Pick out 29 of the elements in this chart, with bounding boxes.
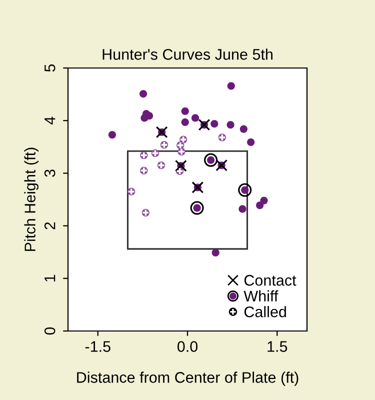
y-tick-label: 2 <box>44 222 56 230</box>
point <box>247 138 255 146</box>
point <box>238 205 246 213</box>
point <box>139 90 148 98</box>
text: Called <box>244 306 286 318</box>
point <box>227 82 235 90</box>
point <box>212 248 220 256</box>
chart-title: Hunter's Curves June 5th <box>102 48 272 60</box>
point <box>210 120 218 128</box>
y-tick-label: 5 <box>44 64 56 72</box>
point <box>260 196 268 204</box>
x-axis-title: Distance from Center of Plate (ft) <box>77 372 298 386</box>
point <box>240 125 248 133</box>
point <box>181 118 189 126</box>
y-axis-title: Pitch Height (ft) <box>24 148 38 251</box>
point <box>256 201 264 210</box>
legend-label: Whiff <box>244 290 278 302</box>
text: Contact <box>244 274 296 286</box>
point <box>108 131 116 139</box>
x-tick-label: -1.5 <box>85 341 110 352</box>
y-tick-label: 0 <box>44 327 56 335</box>
x-tick-label: 0.0 <box>177 341 198 352</box>
y-tick-label: 1 <box>44 274 56 282</box>
point <box>191 114 200 122</box>
y-tick-label: 4 <box>44 116 56 124</box>
point <box>226 121 234 129</box>
y-tick-label: 3 <box>44 170 56 177</box>
x-tick-label: 1.5 <box>268 341 288 352</box>
point <box>181 107 189 115</box>
